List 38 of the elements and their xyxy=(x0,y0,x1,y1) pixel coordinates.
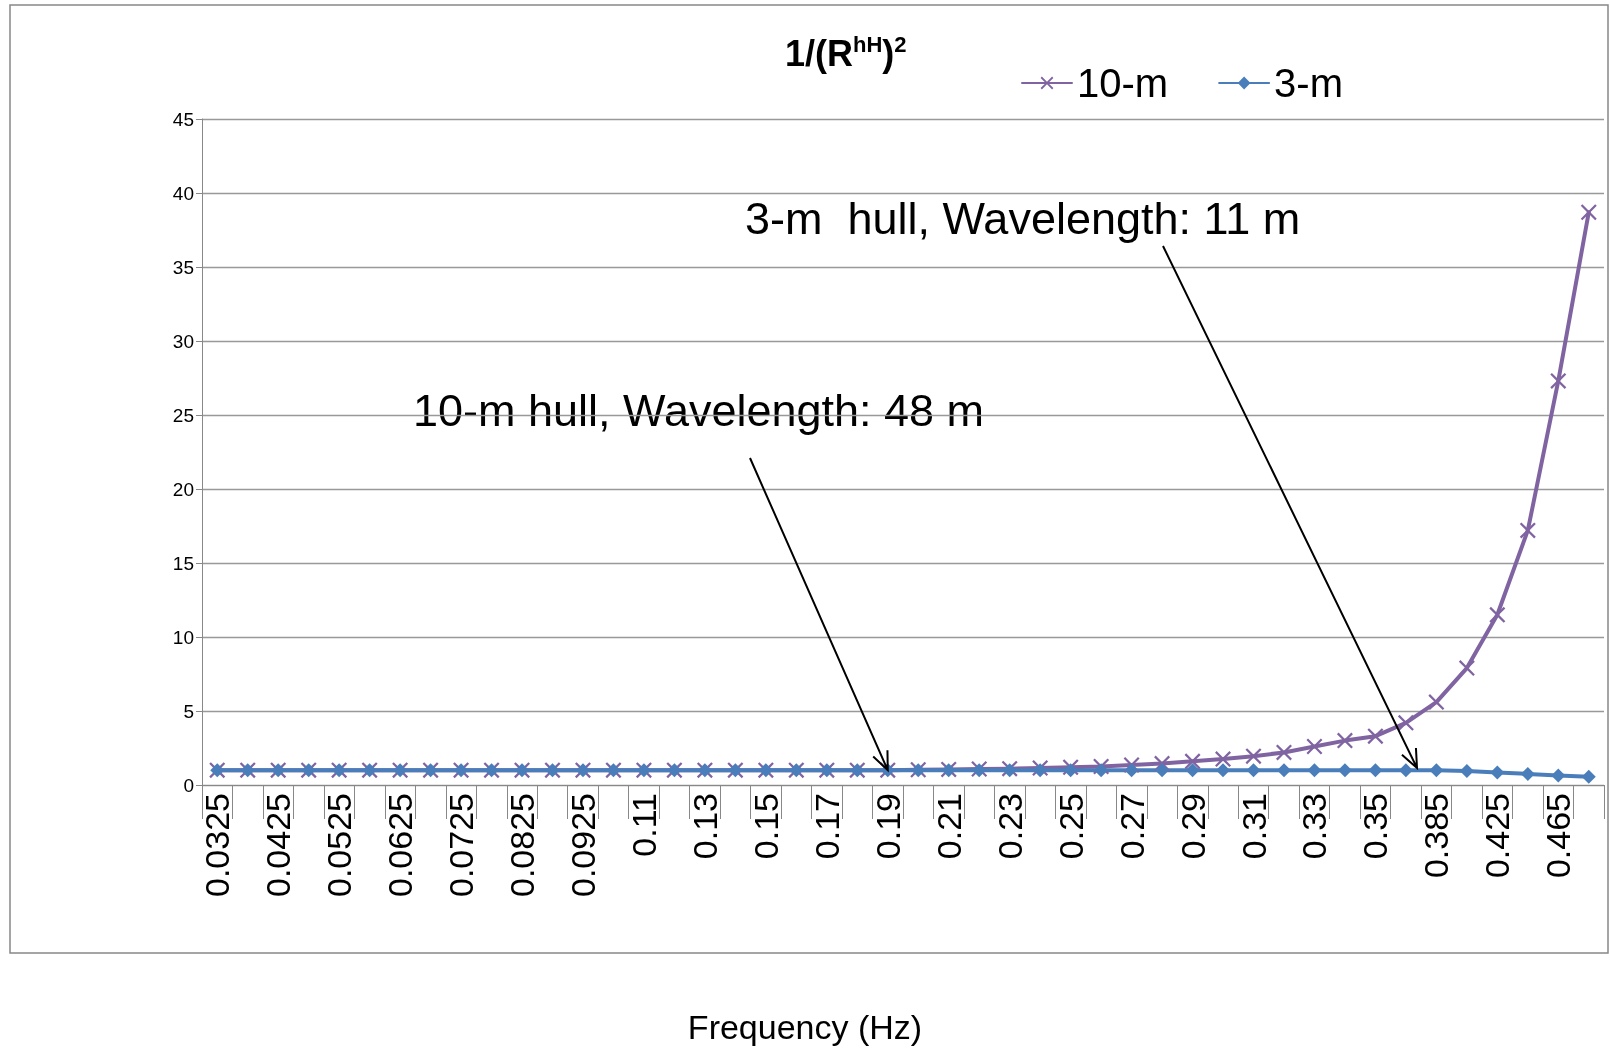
x-tick-label: 0.0625 xyxy=(381,793,420,897)
x-tick-label: 0.0725 xyxy=(442,793,481,897)
x-tick-label: 0.19 xyxy=(868,793,907,860)
y-tick-label: 40 xyxy=(172,182,194,204)
x-tick-label: 0.27 xyxy=(1112,793,1151,860)
x-tick-label: 0.23 xyxy=(990,793,1029,860)
x-tick-label: 0.425 xyxy=(1478,793,1517,879)
x-tick-label: 0.0925 xyxy=(563,793,602,897)
y-tick-label: 45 xyxy=(172,108,194,130)
legend-label: 10-m xyxy=(1076,61,1169,105)
x-axis-title: Frequency (Hz) xyxy=(687,1008,923,1046)
x-tick-label: 0.33 xyxy=(1295,793,1334,860)
y-tick-label: 5 xyxy=(183,700,194,722)
y-tick-label: 15 xyxy=(172,552,194,574)
x-tick-label: 0.0325 xyxy=(198,793,237,897)
x-tick-label: 0.29 xyxy=(1173,793,1212,860)
x-tick-label: 0.35 xyxy=(1356,793,1395,860)
y-tick-label: 30 xyxy=(172,330,194,352)
annotation: 3-m hull, Wavelength: 11 m xyxy=(745,193,1301,244)
x-tick-label: 0.465 xyxy=(1539,793,1578,879)
y-tick-label: 20 xyxy=(172,478,194,500)
x-tick-label: 0.385 xyxy=(1417,793,1456,879)
x-tick-label: 0.0525 xyxy=(320,793,359,897)
x-tick-label: 0.25 xyxy=(1051,793,1090,860)
annotation: 10-m hull, Wavelength: 48 m xyxy=(413,385,985,436)
x-tick-label: 0.21 xyxy=(929,793,968,860)
y-tick-label: 35 xyxy=(172,256,194,278)
x-tick-label: 0.13 xyxy=(685,793,724,860)
x-tick-label: 0.0825 xyxy=(503,793,542,897)
y-tick-label: 25 xyxy=(172,404,194,426)
x-tick-label: 0.11 xyxy=(624,793,663,857)
legend-label: 3-m xyxy=(1274,61,1343,105)
y-tick-label: 0 xyxy=(183,774,194,796)
y-tick-label: 10 xyxy=(172,626,194,648)
x-tick-label: 0.17 xyxy=(807,793,846,860)
x-tick-label: 0.15 xyxy=(746,793,785,860)
x-tick-label: 0.31 xyxy=(1234,793,1273,860)
x-tick-label: 0.0425 xyxy=(259,793,298,897)
